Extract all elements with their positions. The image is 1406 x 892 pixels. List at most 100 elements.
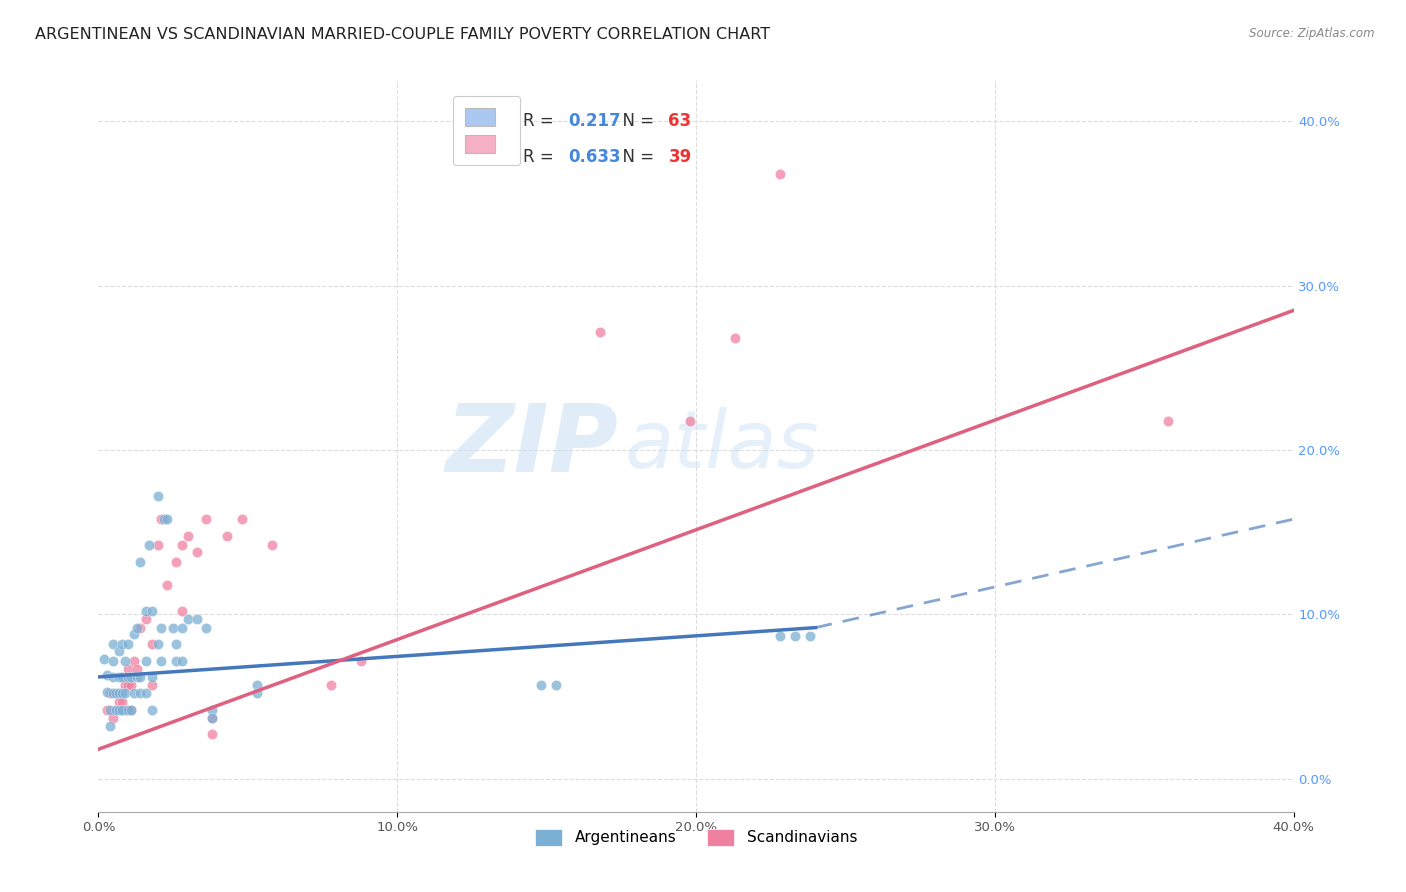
Point (103, 711, 125, 725)
Point (111, 670, 134, 684)
Point (98, 686, 122, 700)
Point (589, 325, 612, 339)
Point (105, 686, 128, 700)
Point (120, 678, 142, 692)
Point (114, 653, 136, 667)
Point (150, 512, 173, 526)
Point (117, 662, 139, 676)
Point (108, 703, 131, 717)
Point (150, 621, 173, 635)
Point (141, 604, 163, 618)
Point (108, 695, 131, 709)
Point (153, 512, 176, 526)
Point (177, 528, 200, 542)
Point (111, 695, 134, 709)
Point (96, 668, 118, 682)
Point (321, 678, 343, 692)
Point (231, 512, 253, 526)
Text: 63: 63 (668, 112, 692, 129)
Point (135, 653, 157, 667)
Point (162, 621, 184, 635)
Point (769, 629, 792, 643)
Point (114, 703, 136, 717)
Point (93, 652, 115, 666)
Point (105, 703, 128, 717)
Point (117, 678, 139, 692)
Point (783, 629, 806, 643)
Text: 0.217: 0.217 (568, 112, 620, 129)
Point (165, 653, 187, 667)
Point (120, 703, 142, 717)
Point (141, 670, 163, 684)
Point (165, 555, 187, 569)
Point (350, 653, 373, 667)
Point (141, 678, 163, 692)
Point (148, 637, 170, 651)
Point (544, 678, 567, 692)
Point (135, 604, 157, 618)
Point (201, 727, 224, 741)
Point (1157, 413, 1180, 427)
Point (103, 653, 125, 667)
Text: 0.633: 0.633 (568, 148, 620, 166)
Point (799, 629, 821, 643)
Point (103, 686, 125, 700)
Point (129, 670, 152, 684)
Point (117, 637, 139, 651)
Point (172, 621, 194, 635)
Point (114, 686, 136, 700)
Point (195, 512, 218, 526)
Point (129, 686, 152, 700)
Point (201, 711, 224, 725)
Text: ARGENTINEAN VS SCANDINAVIAN MARRIED-COUPLE FAMILY POVERTY CORRELATION CHART: ARGENTINEAN VS SCANDINAVIAN MARRIED-COUP… (35, 27, 770, 42)
Point (103, 637, 125, 651)
Point (679, 413, 702, 427)
Point (186, 612, 208, 626)
Point (135, 686, 157, 700)
Point (124, 653, 146, 667)
Point (127, 662, 149, 676)
Point (105, 703, 128, 717)
Text: N =: N = (613, 112, 659, 129)
Text: N =: N = (613, 148, 659, 166)
Point (108, 643, 131, 657)
Point (103, 670, 125, 684)
Point (148, 538, 170, 552)
Point (156, 512, 179, 526)
Point (138, 538, 160, 552)
Point (156, 578, 179, 592)
Point (724, 331, 747, 345)
Point (129, 621, 152, 635)
Point (129, 555, 152, 569)
Text: ZIP: ZIP (446, 400, 619, 492)
Point (769, 167, 792, 181)
Point (124, 627, 146, 641)
Point (141, 637, 163, 651)
Point (172, 538, 194, 552)
Text: 39: 39 (668, 148, 692, 166)
Point (96, 703, 118, 717)
Point (195, 621, 218, 635)
Point (111, 703, 134, 717)
Text: atlas: atlas (624, 407, 820, 485)
Point (117, 703, 139, 717)
Point (186, 545, 208, 559)
Point (108, 686, 131, 700)
Point (96, 684, 118, 698)
Point (117, 670, 139, 684)
Point (215, 528, 238, 542)
Point (127, 621, 149, 635)
Point (165, 637, 187, 651)
Point (124, 686, 146, 700)
Text: Source: ZipAtlas.com: Source: ZipAtlas.com (1250, 27, 1375, 40)
Point (260, 538, 283, 552)
Point (127, 670, 149, 684)
Point (111, 637, 134, 651)
Text: R =: R = (523, 148, 558, 166)
Point (111, 686, 134, 700)
Point (120, 703, 142, 717)
Point (150, 653, 173, 667)
Point (201, 711, 224, 725)
Point (201, 703, 224, 717)
Point (108, 670, 131, 684)
